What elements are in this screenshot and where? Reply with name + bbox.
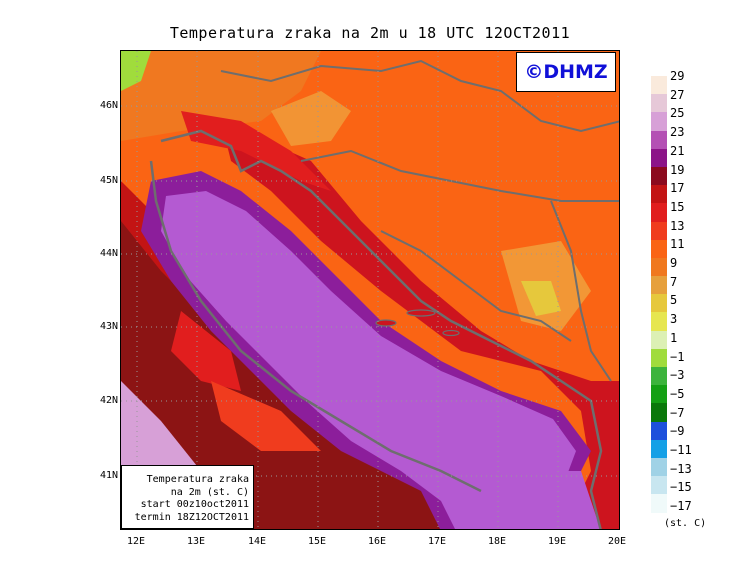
legend-label: −3 — [670, 368, 685, 383]
lat-label-45n: 45N — [99, 175, 118, 186]
lat-label-42n: 42N — [99, 395, 118, 406]
legend-label: −5 — [670, 386, 685, 401]
map-canvas — [121, 51, 619, 529]
land-italy-red-patch — [171, 311, 241, 391]
legend-label: −15 — [670, 480, 692, 495]
legend-label: 29 — [670, 69, 685, 83]
legend-label: 11 — [670, 237, 685, 252]
legend-label: 19 — [670, 162, 685, 177]
land-italy-orange-patch — [211, 381, 321, 451]
legend-label: 1 — [670, 330, 678, 345]
legend-label: 17 — [670, 181, 685, 196]
southern-sea — [481, 471, 601, 529]
land-green-patch — [121, 51, 151, 91]
info-line-1: Temperatura zraka — [146, 474, 249, 485]
map-title: Temperatura zraka na 2m u 18 UTC 12OCT20… — [169, 24, 571, 42]
legend-label: −17 — [670, 499, 692, 514]
info-line-4: termin 18Z12OCT2011 — [134, 511, 249, 523]
temperature-map — [120, 50, 620, 530]
legend-label: 23 — [670, 125, 685, 140]
lon-label-19e: 19E — [547, 536, 567, 547]
land-yellow-patch — [521, 281, 561, 316]
legend-label: 27 — [670, 87, 685, 102]
west-coastline — [149, 160, 482, 493]
legend-swatch — [651, 330, 667, 349]
lat-label-44n: 44N — [99, 248, 118, 259]
adriatic-sea — [161, 191, 576, 529]
legend-swatch — [651, 239, 667, 258]
land-istria-red — [181, 111, 331, 191]
lon-label-15e: 15E — [307, 536, 327, 547]
legend-swatch — [651, 367, 667, 386]
legend-swatch — [651, 494, 667, 513]
legend-swatch — [651, 421, 667, 440]
land-northwest — [121, 51, 321, 141]
legend-swatch — [651, 94, 667, 113]
lon-label-14e: 14E — [247, 536, 267, 547]
lon-label-20e: 20E — [607, 536, 627, 547]
legend-swatch — [651, 76, 667, 95]
legend-label: 3 — [670, 312, 678, 327]
legend-label: −9 — [670, 424, 685, 439]
info-line-3: start 00z10oct2011 — [140, 499, 249, 510]
legend-label: 15 — [670, 199, 685, 214]
legend-swatch — [651, 294, 667, 313]
legend-label: 7 — [670, 274, 678, 289]
info-line-2: na 2m (st. C) — [170, 486, 249, 498]
legend-swatch — [651, 439, 667, 458]
lon-label-18e: 18E — [487, 536, 507, 547]
island-c — [442, 329, 460, 337]
info-box: Temperatura zraka na 2m (st. C) start 00… — [121, 465, 254, 529]
land-light-patch-a — [271, 91, 351, 146]
color-legend — [651, 76, 667, 513]
legend-swatch — [651, 166, 667, 186]
border-east — [550, 200, 612, 382]
legend-label: 25 — [670, 106, 685, 121]
legend-label: −11 — [670, 443, 692, 457]
island-a — [375, 319, 397, 327]
legend-label: 13 — [670, 218, 685, 233]
legend-swatch — [651, 112, 667, 131]
gridlines — [121, 51, 619, 529]
legend-label: 5 — [670, 293, 678, 308]
legend-swatch — [651, 403, 667, 422]
legend-swatch — [651, 457, 667, 477]
lat-label-43n: 43N — [99, 321, 118, 332]
land-east-coast-red — [221, 121, 619, 529]
legend-swatch — [651, 130, 667, 149]
legend-swatch — [651, 257, 667, 277]
legend-label: 9 — [670, 256, 678, 270]
lon-label-12e: 12E — [126, 536, 146, 547]
dhmz-logo: ©DHMZ — [516, 52, 616, 92]
lat-label-46n: 46N — [99, 100, 118, 111]
legend-label: −13 — [670, 461, 692, 476]
legend-swatch — [651, 185, 667, 204]
border-north — [220, 59, 619, 133]
lon-label-16e: 16E — [367, 536, 387, 547]
lon-label-13e: 13E — [186, 536, 206, 547]
legend-swatch — [651, 348, 667, 367]
lat-label-41n: 41N — [99, 470, 118, 481]
legend-swatch — [651, 276, 667, 295]
legend-label: −7 — [670, 405, 685, 420]
legend-swatch — [651, 203, 667, 222]
border-inner — [380, 230, 572, 342]
legend-label: −1 — [670, 349, 685, 364]
lon-label-17e: 17E — [427, 536, 447, 547]
legend-swatch — [651, 476, 667, 495]
legend-label: 21 — [670, 143, 685, 158]
island-b — [406, 309, 436, 317]
legend-swatch — [651, 221, 667, 240]
legend-swatch — [651, 385, 667, 404]
legend-unit: (st. C) — [664, 518, 707, 529]
legend-swatch — [651, 312, 667, 331]
legend-swatch — [651, 148, 667, 167]
